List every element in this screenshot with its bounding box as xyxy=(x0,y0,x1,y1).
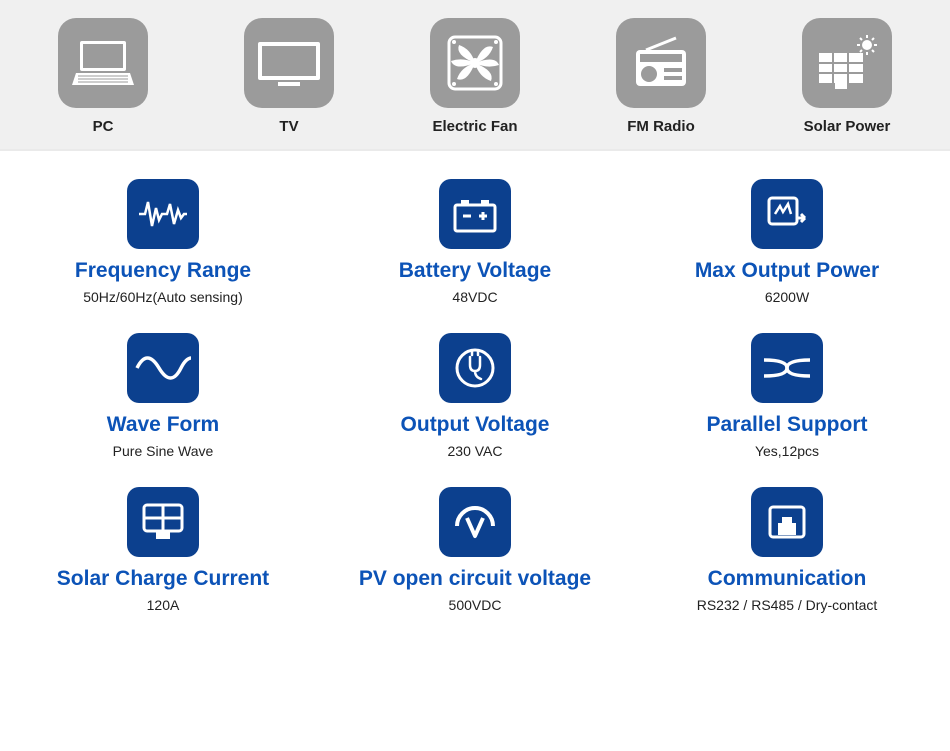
spec-value: 230 VAC xyxy=(448,443,503,459)
appliance-fan: Electric Fan xyxy=(430,18,520,135)
spec-title: Communication xyxy=(708,567,867,591)
appliance-radio: FM Radio xyxy=(616,18,706,135)
appliance-row: PC TV xyxy=(0,0,950,151)
wave-icon xyxy=(127,333,199,403)
battery-icon xyxy=(439,179,511,249)
parallel-icon xyxy=(751,333,823,403)
spec-comm: Communication RS232 / RS485 / Dry-contac… xyxy=(636,487,938,613)
spec-panel: Frequency Range 50Hz/60Hz(Auto sensing) … xyxy=(0,151,950,637)
frequency-icon xyxy=(127,179,199,249)
appliance-tv: TV xyxy=(244,18,334,135)
spec-pv: PV open circuit voltage 500VDC xyxy=(324,487,626,613)
spec-value: Yes,12pcs xyxy=(755,443,819,459)
spec-title: Parallel Support xyxy=(706,413,867,437)
spec-title: Output Voltage xyxy=(401,413,550,437)
appliance-label: TV xyxy=(279,118,298,135)
spec-value: 50Hz/60Hz(Auto sensing) xyxy=(83,289,243,305)
spec-value: 120A xyxy=(147,597,180,613)
spec-title: Wave Form xyxy=(107,413,219,437)
spec-power: Max Output Power 6200W xyxy=(636,179,938,305)
spec-title: PV open circuit voltage xyxy=(359,567,591,591)
spec-value: 500VDC xyxy=(449,597,502,613)
tv-icon xyxy=(244,18,334,108)
spec-wave: Wave Form Pure Sine Wave xyxy=(12,333,314,459)
appliance-pc: PC xyxy=(58,18,148,135)
spec-charge: Solar Charge Current 120A xyxy=(12,487,314,613)
power-icon xyxy=(751,179,823,249)
fan-icon xyxy=(430,18,520,108)
radio-icon xyxy=(616,18,706,108)
appliance-solar: Solar Power xyxy=(802,18,892,135)
spec-value: 6200W xyxy=(765,289,809,305)
pv-icon xyxy=(439,487,511,557)
charge-icon xyxy=(127,487,199,557)
spec-title: Max Output Power xyxy=(695,259,879,283)
appliance-label: Electric Fan xyxy=(432,118,517,135)
spec-title: Frequency Range xyxy=(75,259,251,283)
spec-battery: Battery Voltage 48VDC xyxy=(324,179,626,305)
spec-value: RS232 / RS485 / Dry-contact xyxy=(697,597,878,613)
comm-icon xyxy=(751,487,823,557)
spec-voltage: Output Voltage 230 VAC xyxy=(324,333,626,459)
solar-icon xyxy=(802,18,892,108)
voltage-icon xyxy=(439,333,511,403)
appliance-label: FM Radio xyxy=(627,118,695,135)
spec-value: Pure Sine Wave xyxy=(113,443,214,459)
laptop-icon xyxy=(58,18,148,108)
spec-grid: Frequency Range 50Hz/60Hz(Auto sensing) … xyxy=(12,179,938,613)
appliance-label: Solar Power xyxy=(804,118,891,135)
spec-title: Battery Voltage xyxy=(399,259,552,283)
spec-parallel: Parallel Support Yes,12pcs xyxy=(636,333,938,459)
appliance-label: PC xyxy=(93,118,114,135)
spec-frequency: Frequency Range 50Hz/60Hz(Auto sensing) xyxy=(12,179,314,305)
spec-title: Solar Charge Current xyxy=(57,567,269,591)
spec-value: 48VDC xyxy=(452,289,497,305)
